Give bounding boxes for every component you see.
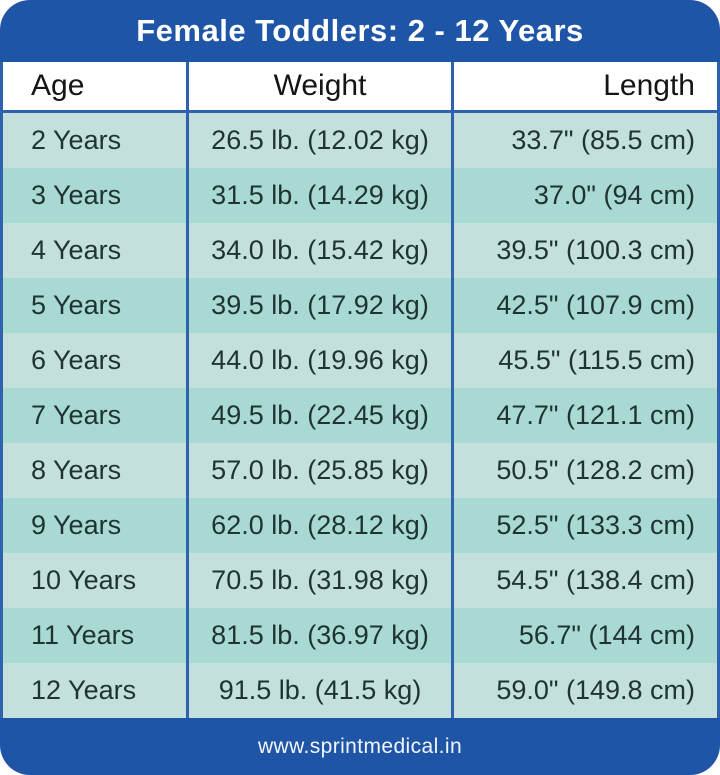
table-row: 8 Years 57.0 lb. (25.85 kg) 50.5" (128.2 c… (3, 443, 717, 498)
length-cell: 50.5" (128.2 cm) (496, 455, 695, 485)
age-cell: 11 Years (3, 608, 189, 663)
weight-cell: 31.5 lb. (14.29 kg) (189, 168, 454, 223)
age-cell: 9 Years (3, 498, 189, 553)
length-cell: 52.5" (133.3 cm) (496, 510, 695, 540)
age-cell: 8 Years (3, 443, 189, 498)
weight-cell: 39.5 lb. (17.92 kg) (189, 278, 454, 333)
weight-cell: 26.5 lb. (12.02 kg) (189, 113, 454, 168)
age-cell: 10 Years (3, 553, 189, 608)
length-cell: 45.5" (115.5 cm) (498, 345, 695, 375)
length-cell: 37.0" (94 cm) (533, 180, 695, 210)
growth-table: Age Weight Length 2 Years 26.5 lb. (12.02… (0, 62, 720, 718)
weight-cell: 62.0 lb. (28.12 kg) (189, 498, 454, 553)
table-row: 4 Years 34.0 lb. (15.42 kg) 39.5" (100.3 c… (3, 223, 717, 278)
age-cell: 3 Years (3, 168, 189, 223)
page-title: Female Toddlers: 2 - 12 Years (136, 13, 584, 48)
age-cell: 4 Years (3, 223, 189, 278)
table-row: 11 Years 81.5 lb. (36.97 kg) 56.7" (144 cm… (3, 608, 717, 663)
weight-cell: 70.5 lb. (31.98 kg) (189, 553, 454, 608)
table-row: 10 Years 70.5 lb. (31.98 kg) 54.5" (138.4 … (3, 553, 717, 608)
table-row: 12 Years 91.5 lb. (41.5 kg) 59.0" (149.8 c… (3, 663, 717, 718)
age-cell: 7 Years (3, 388, 189, 443)
table-row: 3 Years 31.5 lb. (14.29 kg) 37.0" (94 cm) (3, 168, 717, 223)
footer-bar: www.sprintmedical.in (0, 718, 720, 775)
age-cell: 5 Years (3, 278, 189, 333)
length-cell: 42.5" (107.9 cm) (496, 290, 695, 320)
length-cell: 56.7" (144 cm) (518, 620, 695, 650)
title-bar: Female Toddlers: 2 - 12 Years (0, 0, 720, 62)
column-header-length: Length (603, 69, 695, 102)
length-cell: 33.7" (85.5 cm) (511, 125, 695, 155)
length-cell: 47.7" (121.1 cm) (496, 400, 695, 430)
weight-cell: 44.0 lb. (19.96 kg) (189, 333, 454, 388)
table-row: 2 Years 26.5 lb. (12.02 kg) 33.7" (85.5 cm… (3, 113, 717, 168)
table-header-row: Age Weight Length (3, 62, 717, 113)
age-cell: 2 Years (3, 113, 189, 168)
website-link[interactable]: www.sprintmedical.in (257, 734, 463, 758)
table-row: 5 Years 39.5 lb. (17.92 kg) 42.5" (107.9 c… (3, 278, 717, 333)
age-cell: 12 Years (3, 663, 189, 718)
weight-cell: 81.5 lb. (36.97 kg) (189, 608, 454, 663)
weight-cell: 91.5 lb. (41.5 kg) (189, 663, 454, 718)
table-row: 6 Years 44.0 lb. (19.96 kg) 45.5" (115.5 c… (3, 333, 717, 388)
column-header-weight: Weight (189, 62, 454, 110)
column-header-age: Age (3, 62, 189, 110)
table-row: 7 Years 49.5 lb. (22.45 kg) 47.7" (121.1 c… (3, 388, 717, 443)
weight-cell: 49.5 lb. (22.45 kg) (189, 388, 454, 443)
table-row: 9 Years 62.0 lb. (28.12 kg) 52.5" (133.3 c… (3, 498, 717, 553)
length-cell: 54.5" (138.4 cm) (496, 565, 695, 595)
age-cell: 6 Years (3, 333, 189, 388)
weight-cell: 57.0 lb. (25.85 kg) (189, 443, 454, 498)
length-cell: 39.5" (100.3 cm) (496, 235, 695, 265)
table-body: 2 Years 26.5 lb. (12.02 kg) 33.7" (85.5 cm… (3, 113, 717, 718)
weight-cell: 34.0 lb. (15.42 kg) (189, 223, 454, 278)
length-cell: 59.0" (149.8 cm) (496, 675, 695, 705)
